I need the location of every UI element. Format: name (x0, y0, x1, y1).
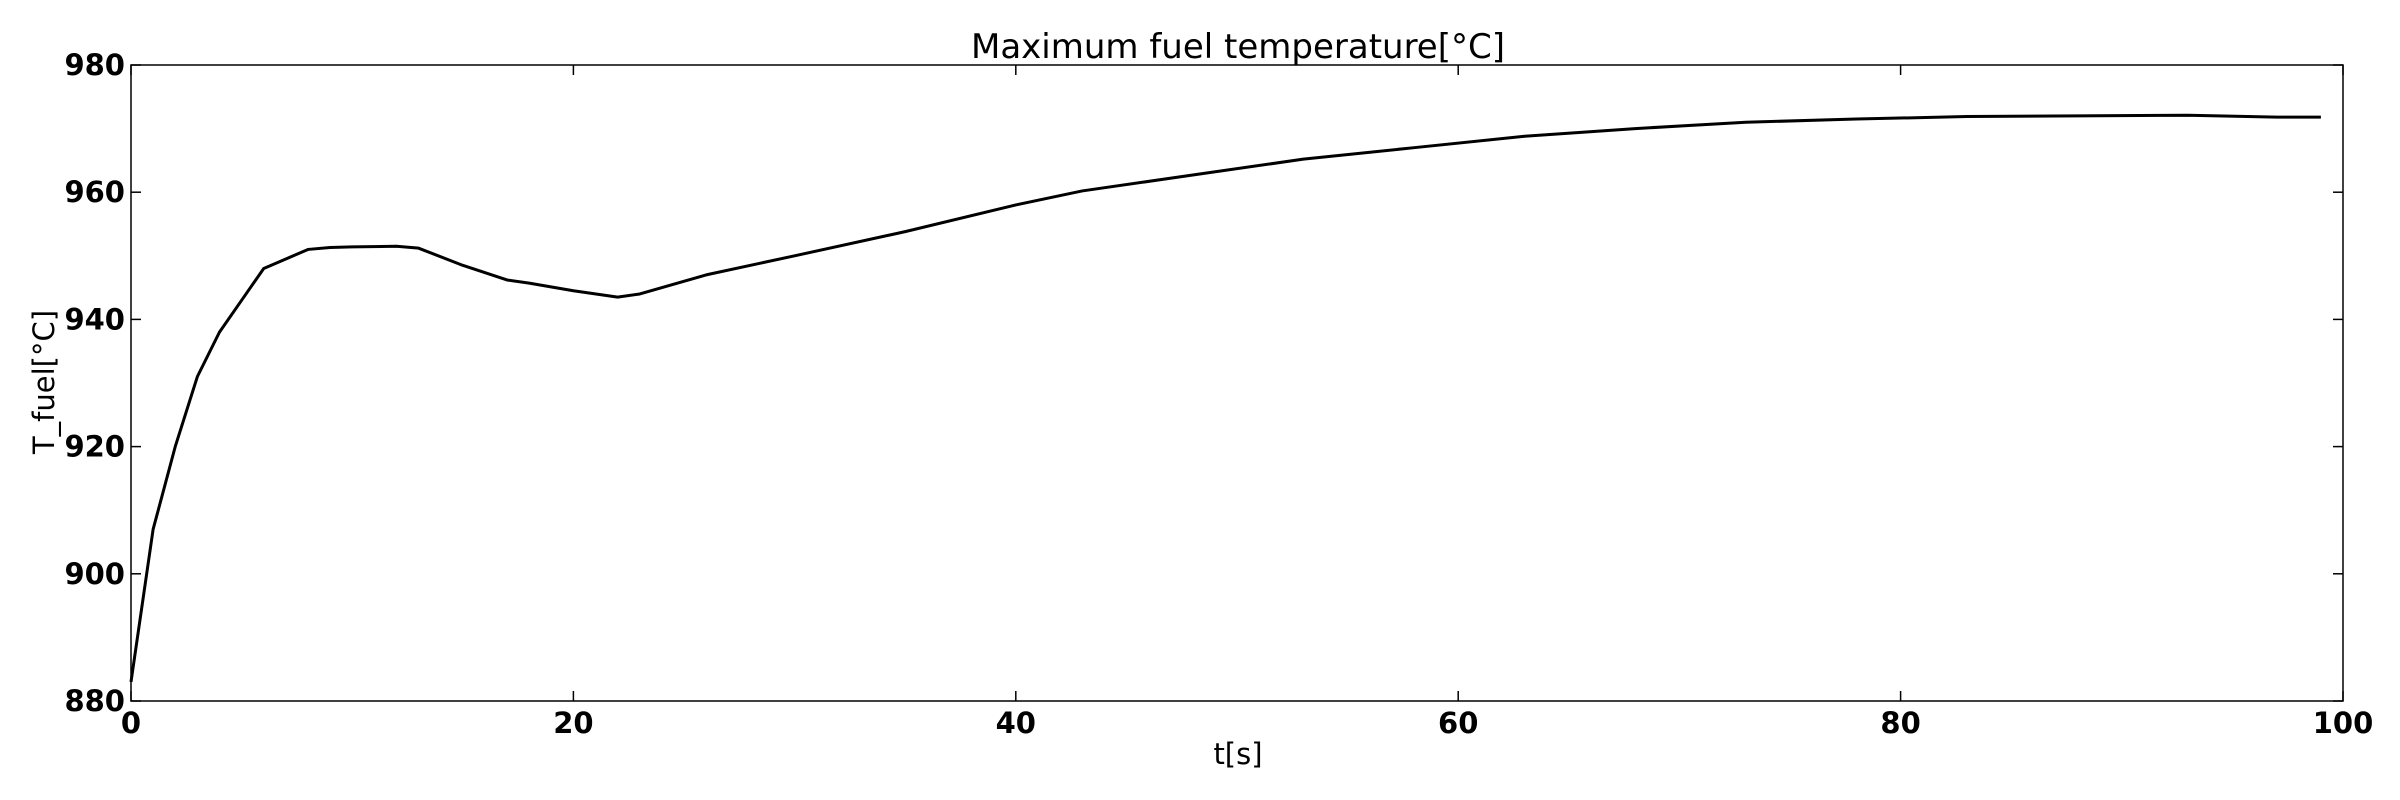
series-line (129, 113, 2321, 683)
y-tick-label: 980 (64, 48, 125, 82)
x-tick-label: 80 (1880, 706, 1920, 740)
x-axis-label: t[s] (1213, 737, 1262, 771)
x-tick-label: 0 (121, 706, 141, 740)
y-tick-label: 940 (64, 302, 125, 336)
x-tick-label: 100 (2313, 706, 2374, 740)
y-tick-label: 900 (64, 557, 125, 591)
y-tick-label: 880 (64, 684, 125, 718)
y-tick-label: 960 (64, 175, 125, 209)
tick-labels: 0 20 40 60 80 100 880 900 920 940 960 980 (64, 48, 2373, 740)
y-axis-label: T_fuel[°C] (27, 310, 61, 455)
y-tick-label: 920 (64, 430, 125, 464)
plot-frame (130, 64, 2344, 702)
x-tick-label: 40 (996, 706, 1036, 740)
tick-marks (130, 64, 2344, 702)
x-tick-label: 20 (553, 706, 593, 740)
chart-title: Maximum fuel temperature[°C] (971, 27, 1505, 67)
x-tick-label: 60 (1438, 706, 1478, 740)
